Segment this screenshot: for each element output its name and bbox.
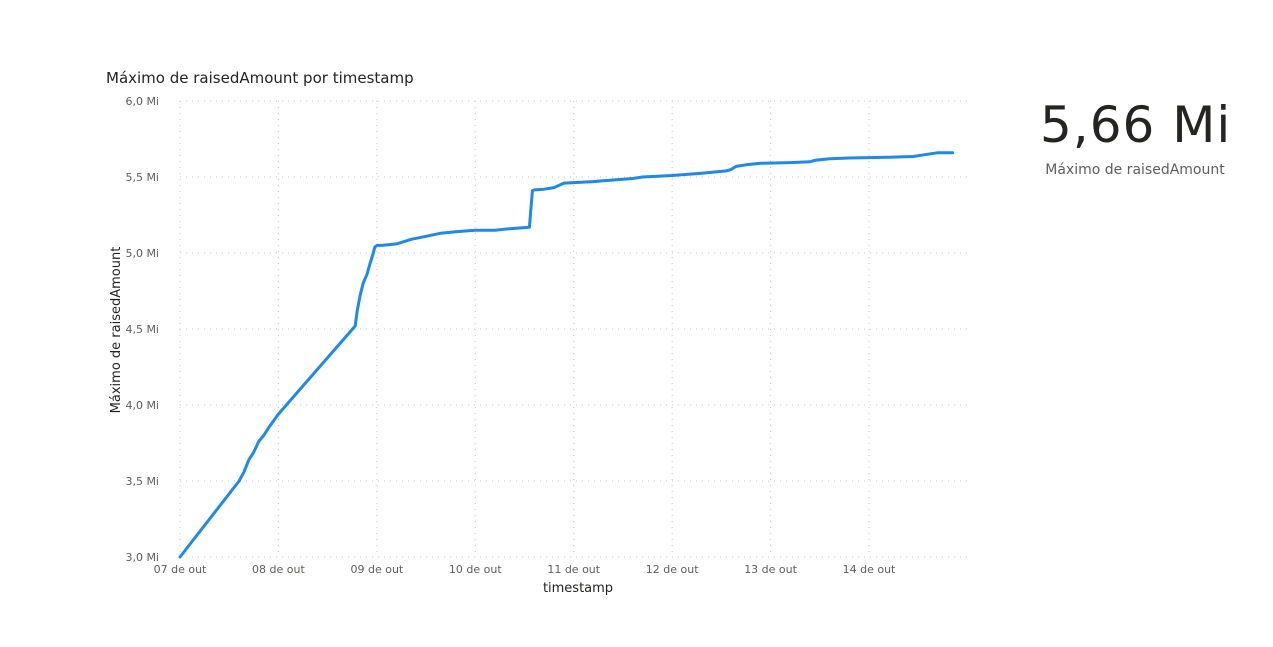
x-tick-label: 11 de out <box>547 563 600 576</box>
kpi-value[interactable]: 5,66 Mi <box>1040 96 1232 154</box>
y-axis-ticks: 3,0 Mi 3,5 Mi 4,0 Mi 4,5 Mi 5,0 Mi 5,5 Mi 6,0 … <box>125 95 159 564</box>
y-tick-label: 4,5 Mi <box>125 323 159 336</box>
x-tick-label: 12 de out <box>646 563 699 576</box>
gridlines <box>179 100 969 558</box>
y-tick-label: 3,5 Mi <box>125 475 159 488</box>
y-tick-label: 6,0 Mi <box>125 95 159 108</box>
chart-title: Máximo de raisedAmount por timestamp <box>106 69 414 87</box>
x-tick-label: 13 de out <box>744 563 797 576</box>
x-tick-label: 14 de out <box>843 563 896 576</box>
series-line-raisedamount[interactable] <box>178 151 955 559</box>
kpi-label: Máximo de raisedAmount <box>1045 162 1225 178</box>
x-axis-ticks: 07 de out 08 de out 09 de out 10 de out 11 d… <box>154 563 896 576</box>
y-tick-label: 4,0 Mi <box>125 399 159 412</box>
y-tick-label: 5,5 Mi <box>125 171 159 184</box>
y-axis-title: Máximo de raisedAmount <box>109 247 124 414</box>
y-tick-label: 3,0 Mi <box>125 551 159 564</box>
x-tick-label: 09 de out <box>350 563 403 576</box>
x-tick-label: 08 de out <box>252 563 305 576</box>
y-tick-label: 5,0 Mi <box>125 247 159 260</box>
x-tick-label: 10 de out <box>449 563 502 576</box>
x-tick-label: 07 de out <box>154 563 207 576</box>
x-axis-title: timestamp <box>543 581 613 596</box>
